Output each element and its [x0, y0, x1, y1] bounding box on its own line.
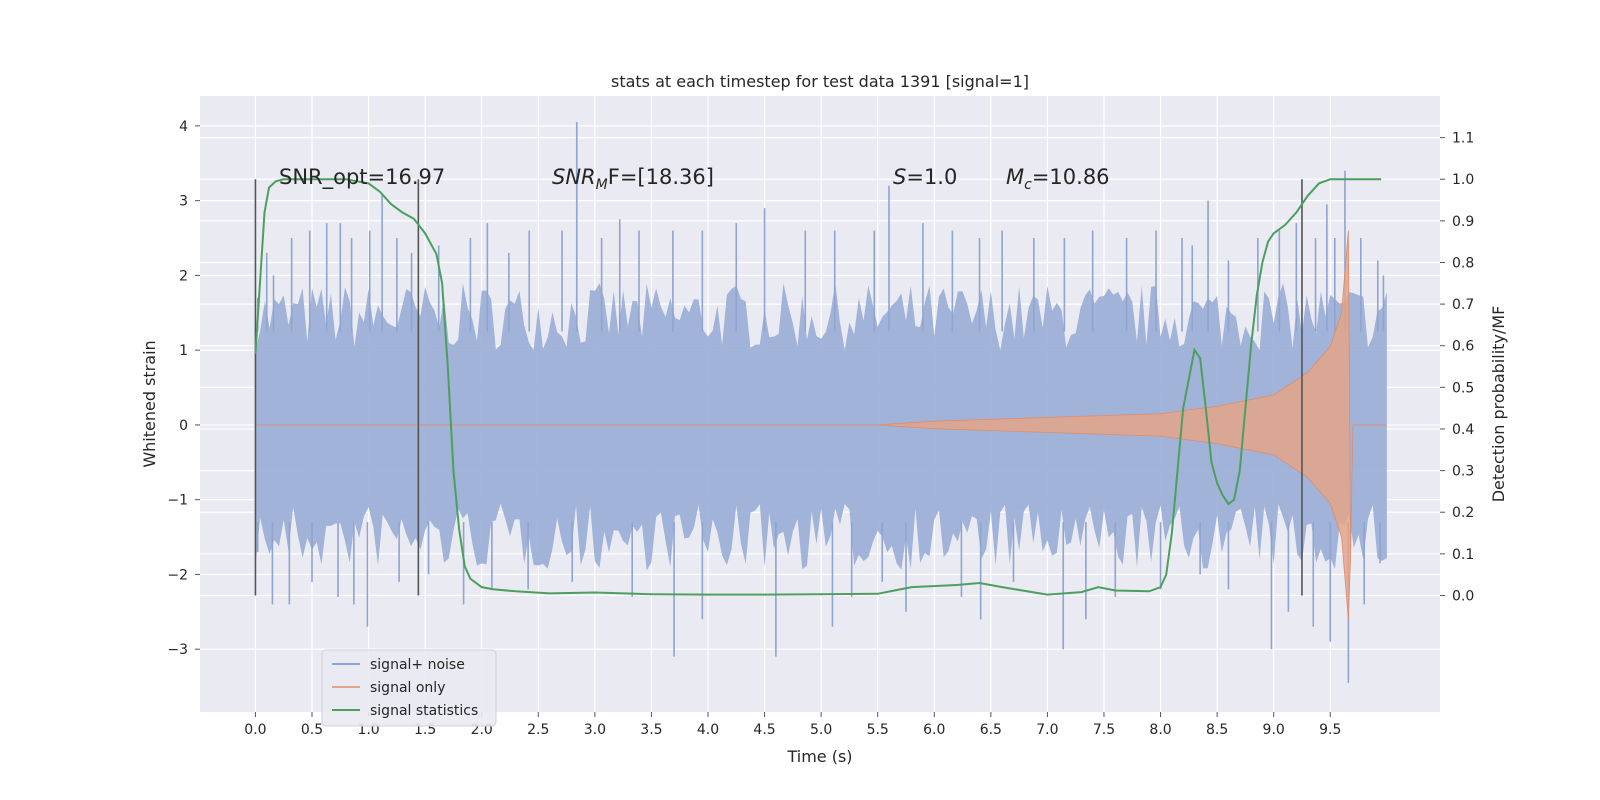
marker-lines — [254, 179, 1303, 596]
series-signal-only — [255, 230, 1387, 620]
x-tick-label: 0.0 — [244, 722, 266, 738]
y2-tick-label: 0.2 — [1452, 505, 1474, 521]
y-tick-label: −1 — [167, 493, 188, 509]
annotation-snr-mf: SNRMF=[18.36] — [552, 165, 714, 193]
legend: signal+ noise signal only signal statist… — [321, 649, 497, 727]
x-tick-label: 3.5 — [640, 722, 662, 738]
chart-title: stats at each timestep for test data 139… — [611, 72, 1029, 91]
y-tick-label: −2 — [167, 567, 188, 583]
x-axis-ticks: 0.0 0.5 1.0 1.5 2.0 2.5 3.0 3.5 4.0 4.5 5.0 5.5 6.0 6… — [244, 712, 1341, 738]
legend-label-signal-only: signal only — [370, 680, 445, 696]
annotation-snr-mf-value: F=[18.36] — [608, 165, 714, 189]
legend-box — [321, 649, 497, 727]
x-tick-label: 5.5 — [867, 722, 889, 738]
y-tick-label: 1 — [179, 343, 188, 359]
annotation-mc-subscript: c — [1024, 177, 1032, 193]
x-tick-label: 7.5 — [1093, 722, 1115, 738]
y-tick-label: 4 — [179, 119, 188, 135]
y2-tick-label: 0.8 — [1452, 255, 1474, 271]
y2-tick-label: 0.3 — [1452, 464, 1474, 480]
x-tick-label: 3.0 — [584, 722, 606, 738]
x-tick-label: 4.5 — [753, 722, 775, 738]
annotation-snr-mf-subscript: M — [596, 177, 608, 193]
y2-tick-label: 1.0 — [1452, 172, 1474, 188]
x-axis-label: Time (s) — [786, 747, 852, 766]
legend-label-signal-statistics: signal statistics — [370, 703, 478, 719]
y-axis-ticks: 4 3 2 1 0 −1 −2 −3 — [167, 119, 200, 658]
y2-tick-label: 0.1 — [1452, 547, 1474, 563]
y-tick-label: 3 — [179, 194, 188, 210]
annotation-snr-mf-symbol: SNR — [552, 165, 596, 189]
x-tick-label: 2.5 — [527, 722, 549, 738]
y-tick-label: 0 — [179, 418, 188, 434]
annotation-s-value: =1.0 — [906, 165, 957, 189]
y2-tick-label: 0.0 — [1452, 588, 1474, 604]
x-tick-label: 7.0 — [1036, 722, 1058, 738]
x-tick-label: 8.0 — [1149, 722, 1171, 738]
y-axis-label: Whitened strain — [140, 340, 159, 467]
y-tick-label: 2 — [179, 268, 188, 284]
y2-tick-label: 0.7 — [1452, 297, 1474, 313]
y2-tick-label: 0.6 — [1452, 339, 1474, 355]
series-signal-statistics-line — [254, 178, 1382, 596]
x-tick-label: 8.5 — [1206, 722, 1228, 738]
series-signal-noise-band — [255, 283, 1387, 571]
y2-tick-label: 0.4 — [1452, 422, 1474, 438]
y2-tick-label: 1.1 — [1452, 131, 1474, 147]
x-tick-label: 0.5 — [301, 722, 323, 738]
x-tick-label: 5.0 — [810, 722, 832, 738]
legend-label-signal-noise: signal+ noise — [370, 657, 465, 673]
y2-tick-label: 0.9 — [1452, 214, 1474, 230]
annotation-s: S=1.0 — [893, 165, 957, 189]
y2-axis-label: Detection probability/MF — [1489, 306, 1508, 503]
x-tick-label: 9.0 — [1263, 722, 1285, 738]
x-tick-label: 4.0 — [697, 722, 719, 738]
plot-marks — [254, 122, 1387, 683]
x-tick-label: 6.5 — [980, 722, 1002, 738]
annotation-mc-value: =10.86 — [1032, 165, 1110, 189]
x-tick-label: 9.5 — [1319, 722, 1341, 738]
annotation-snr-opt: SNR_opt=16.97 — [279, 165, 445, 190]
annotation-mc: Mc=10.86 — [1006, 165, 1110, 193]
annotation-mc-symbol: M — [1006, 165, 1024, 189]
x-tick-label: 6.0 — [923, 722, 945, 738]
annotation-s-symbol: S — [893, 165, 906, 189]
y-tick-label: −3 — [167, 642, 188, 658]
y2-axis-ticks: 1.1 1.0 0.9 0.8 0.7 0.6 0.5 0.4 0.3 0.2 0.1 0.0 — [1440, 131, 1474, 604]
y2-tick-label: 0.5 — [1452, 380, 1474, 396]
